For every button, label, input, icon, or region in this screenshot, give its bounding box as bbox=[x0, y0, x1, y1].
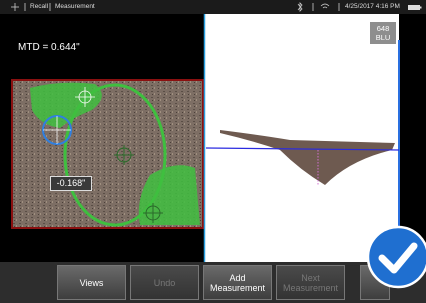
badge-line: BLU bbox=[370, 33, 396, 42]
views-button[interactable]: Views bbox=[57, 265, 126, 300]
next-measurement-button[interactable]: Next Measurement bbox=[276, 265, 345, 300]
toolbar: Views Undo Add Measurement Next Measurem… bbox=[0, 262, 426, 303]
views bbox=[0, 0, 426, 262]
add-measurement-button[interactable]: Add Measurement bbox=[203, 265, 272, 300]
badge-line: 648 bbox=[370, 24, 396, 33]
measurement: MTD = 0.644" bbox=[18, 42, 80, 53]
undo-button[interactable]: Undo bbox=[130, 265, 199, 300]
app: Recall Measurement 4/25/2017 4:16 PM M bbox=[0, 0, 426, 303]
confirm-button[interactable] bbox=[366, 222, 426, 292]
depth-label: -0.168" bbox=[50, 176, 92, 191]
